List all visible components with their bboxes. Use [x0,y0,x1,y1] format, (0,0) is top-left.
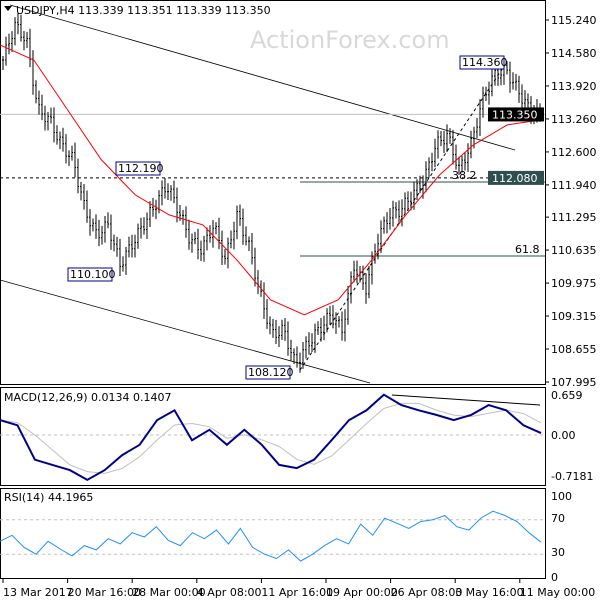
macd-tick-label: 0.659 [551,389,583,402]
rsi-tick-label: 30 [551,546,565,559]
macd-divergence-line [391,394,541,406]
level-price-box [488,170,544,185]
price-tick-label: 111.295 [551,211,597,224]
dropdown-arrow-icon [4,6,12,11]
price-tick-label: 108.655 [551,343,597,356]
price-tick-label: 113.920 [551,80,597,93]
rsi-tick-label: 70 [551,512,565,525]
time-tick-label: 19 Apr 00:00 [326,586,398,599]
macd-label: MACD(12,26,9) 0.0134 0.1407 [4,391,172,404]
price-tick-label: 109.315 [551,310,597,323]
current-price-box [488,107,544,122]
annotation-box [67,267,113,282]
rsi-label: RSI(14) 44.1965 [4,491,93,504]
channel-bottom-line [0,279,371,384]
price-tick-label: 115.240 [551,14,597,27]
price-tick-label: 111.940 [551,179,597,192]
price-tick-label: 112.600 [551,146,597,159]
rsi-panel-frame [0,488,546,579]
annotation-label: 112.190 [118,162,164,175]
level-price-label: 112.080 [492,172,538,185]
rsi-tick-label: 100 [551,490,572,503]
price-panel-frame [0,0,546,385]
macd-signal-line [0,402,542,474]
price-tick-label: 110.635 [551,244,597,257]
chart-title: USDJPY,H4 113.339 113.351 113.339 113.35… [16,4,271,17]
time-tick-label: 13 Mar 2017 [3,586,73,599]
price-tick-label: 107.995 [551,376,597,389]
macd-tick-label: -0.7181 [551,470,593,483]
annotation-label: 108.120 [248,366,294,379]
time-tick-label: 28 Mar 00:00 [132,586,205,599]
time-tick-label: 11 Apr 16:00 [261,586,333,599]
fib-38-label: 38.2 [452,169,477,182]
fib-base-line [299,64,506,371]
price-tick-label: 109.975 [551,277,597,290]
current-price-label: 113.350 [492,108,538,121]
rsi-tick-label: 0 [551,571,558,584]
time-tick-label: 3 May 16:00 [455,586,523,599]
time-tick-label: 11 May 00:00 [520,586,595,599]
price-tick-label: 113.260 [551,113,597,126]
annotation-box [459,55,505,70]
time-tick-label: 20 Mar 16:00 [68,586,141,599]
annotation-label: 110.100 [70,268,116,281]
annotation-box [245,365,291,380]
rsi-line [0,510,542,562]
time-tick-label: 4 Apr 08:00 [197,586,262,599]
channel-top-line [9,4,516,151]
fib-61-label: 61.8 [515,243,540,256]
macd-tick-label: 0.00 [551,429,576,442]
annotation-label: 114.360 [462,56,508,69]
watermark: ActionForex.com [250,26,450,54]
time-tick-label: 26 Apr 08:00 [391,586,463,599]
annotation-box [115,161,161,176]
macd-line [0,393,542,482]
price-tick-label: 114.580 [551,47,597,60]
moving-average-line [0,44,542,316]
macd-panel-frame [0,387,546,486]
